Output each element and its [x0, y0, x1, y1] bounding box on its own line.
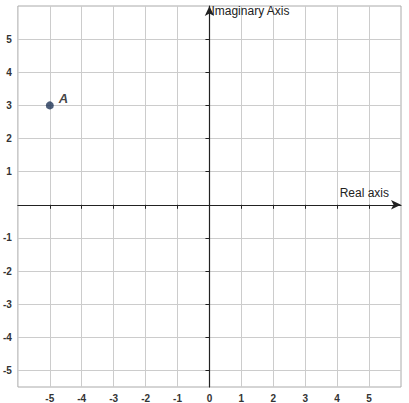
svg-text:2: 2 — [271, 393, 277, 403]
svg-text:-1: -1 — [3, 232, 12, 243]
svg-text:0: 0 — [207, 393, 213, 403]
svg-text:5: 5 — [366, 393, 372, 403]
svg-text:5: 5 — [6, 34, 12, 45]
svg-text:-4: -4 — [77, 393, 86, 403]
svg-text:3: 3 — [302, 393, 308, 403]
svg-text:-3: -3 — [3, 299, 12, 310]
svg-text:Imaginary Axis: Imaginary Axis — [211, 4, 289, 18]
svg-text:-1: -1 — [173, 393, 182, 403]
svg-text:1: 1 — [6, 166, 12, 177]
svg-text:3: 3 — [6, 100, 12, 111]
svg-text:Real axis: Real axis — [340, 186, 389, 200]
svg-text:2: 2 — [6, 133, 12, 144]
svg-text:-5: -5 — [3, 365, 12, 376]
svg-text:4: 4 — [334, 393, 340, 403]
svg-text:4: 4 — [6, 67, 12, 78]
svg-text:-4: -4 — [3, 332, 12, 343]
svg-text:-5: -5 — [45, 393, 54, 403]
svg-text:-2: -2 — [3, 266, 12, 277]
svg-text:A: A — [58, 91, 68, 106]
svg-text:1: 1 — [239, 393, 245, 403]
svg-text:-3: -3 — [109, 393, 118, 403]
svg-text:-2: -2 — [141, 393, 150, 403]
